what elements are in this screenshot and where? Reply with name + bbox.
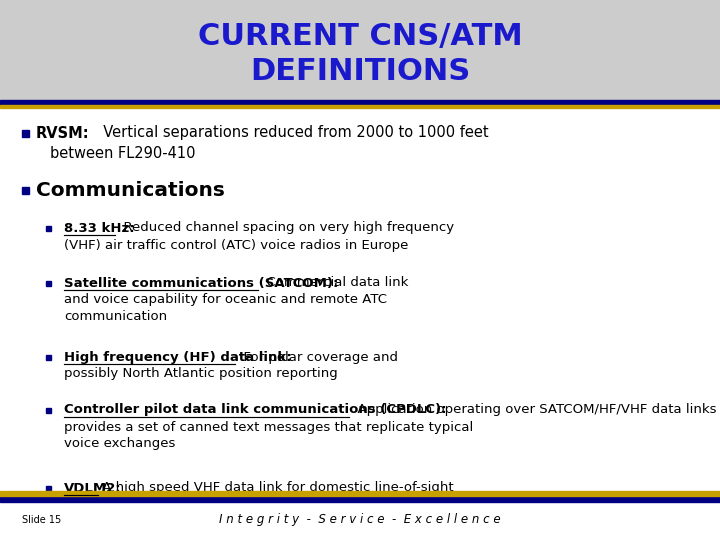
Bar <box>46 226 51 231</box>
Bar <box>46 280 51 286</box>
Text: (VHF) air traffic control (ATC) voice radios in Europe: (VHF) air traffic control (ATC) voice ra… <box>64 239 408 252</box>
Text: Communications: Communications <box>36 180 225 199</box>
Text: A high speed VHF data link for domestic line-of-sight: A high speed VHF data link for domestic … <box>98 482 454 495</box>
Text: High frequency (HF) data link:: High frequency (HF) data link: <box>64 350 292 363</box>
Text: RVSM:: RVSM: <box>36 125 89 140</box>
Text: I n t e g r i t y  -  S e r v i c e  -  E x c e l l e n c e: I n t e g r i t y - S e r v i c e - E x … <box>219 514 501 526</box>
Bar <box>22 130 29 137</box>
Text: between FL290-410: between FL290-410 <box>50 145 196 160</box>
Text: 8.33 kHz:: 8.33 kHz: <box>64 221 135 234</box>
Text: Vertical separations reduced from 2000 to 1000 feet: Vertical separations reduced from 2000 t… <box>94 125 489 140</box>
Bar <box>0 100 720 105</box>
Text: Commercial data link: Commercial data link <box>258 276 408 289</box>
Text: provides a set of canned text messages that replicate typical: provides a set of canned text messages t… <box>64 421 473 434</box>
Text: CURRENT CNS/ATM: CURRENT CNS/ATM <box>197 22 523 51</box>
Bar <box>0 491 720 496</box>
Text: For polar coverage and: For polar coverage and <box>235 350 398 363</box>
Text: and voice capability for oceanic and remote ATC: and voice capability for oceanic and rem… <box>64 294 387 307</box>
Text: VDLM2:: VDLM2: <box>64 482 122 495</box>
Bar <box>0 497 720 502</box>
Text: Application operating over SATCOM/HF/VHF data links that: Application operating over SATCOM/HF/VHF… <box>349 403 720 416</box>
Bar <box>0 105 720 108</box>
Bar <box>46 485 51 490</box>
Text: Satellite communications (SATCOM):: Satellite communications (SATCOM): <box>64 276 338 289</box>
Text: communication: communication <box>64 310 167 323</box>
Text: DEFINITIONS: DEFINITIONS <box>250 57 470 86</box>
Text: Controller pilot data link communications (CPDLC):: Controller pilot data link communication… <box>64 403 446 416</box>
Bar <box>46 354 51 360</box>
Text: Slide 15: Slide 15 <box>22 515 61 525</box>
Bar <box>22 186 29 193</box>
Text: Reduced channel spacing on very high frequency: Reduced channel spacing on very high fre… <box>115 221 454 234</box>
Bar <box>0 0 720 100</box>
Bar <box>46 408 51 413</box>
Text: possibly North Atlantic position reporting: possibly North Atlantic position reporti… <box>64 368 338 381</box>
Text: voice exchanges: voice exchanges <box>64 437 176 450</box>
